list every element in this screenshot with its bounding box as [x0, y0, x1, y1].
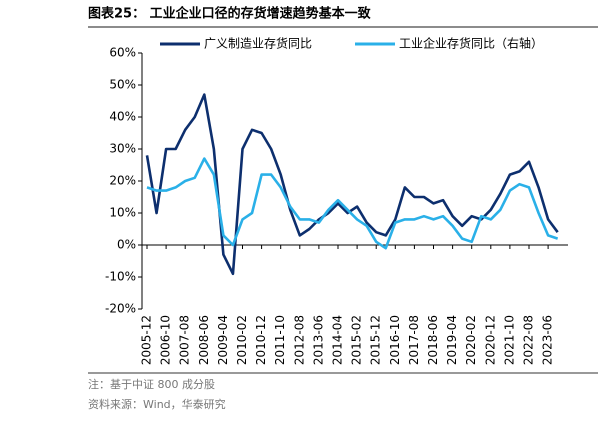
- x-tick-label: 2020-12: [483, 315, 497, 365]
- source: 资料来源：Wind，华泰研究: [88, 397, 226, 411]
- x-tick-label: 2014-04: [331, 315, 345, 365]
- y-tick-label: -10%: [105, 270, 136, 284]
- y-tick-label: 10%: [109, 206, 136, 220]
- x-tick-label: 2023-06: [541, 315, 555, 365]
- x-tick-label: 2020-02: [464, 315, 478, 365]
- x-tick-label: 2017-08: [407, 315, 421, 365]
- x-tick-label: 2015-02: [350, 315, 364, 365]
- x-tick-label: 2007-08: [178, 315, 192, 365]
- y-tick-label: -20%: [105, 302, 136, 316]
- x-tick-label: 2009-04: [216, 315, 230, 365]
- x-tick-label: 2008-06: [197, 315, 211, 365]
- y-tick-label: 60%: [109, 46, 136, 60]
- legend-label: 广义制造业存货同比: [204, 36, 312, 51]
- chart-title: 图表25： 工业企业口径的存货增速趋势基本一致: [88, 6, 372, 22]
- x-tick-label: 2006-10: [159, 315, 173, 365]
- x-tick-label: 2018-06: [426, 315, 440, 365]
- y-tick-label: 0%: [117, 238, 136, 252]
- x-tick-label: 2012-08: [292, 315, 306, 365]
- x-tick-label: 2021-10: [502, 315, 516, 365]
- x-tick-label: 2013-06: [311, 315, 325, 365]
- y-tick-label: 50%: [109, 78, 136, 92]
- x-tick-label: 2016-10: [388, 315, 402, 365]
- x-tick-label: 2005-12: [140, 315, 154, 365]
- series-line: [146, 157, 559, 250]
- note: 注：基于中证 800 成分股: [88, 377, 215, 391]
- legend-label: 工业企业存货同比（右轴）: [399, 36, 543, 51]
- y-tick-label: 20%: [109, 174, 136, 188]
- x-tick-label: 2022-08: [522, 315, 536, 365]
- x-tick-label: 2011-10: [273, 315, 287, 365]
- x-tick-label: 2015-12: [369, 315, 383, 365]
- x-tick-label: 2010-02: [235, 315, 249, 365]
- series-line: [145, 93, 559, 276]
- x-tick-label: 2019-04: [445, 315, 459, 365]
- y-tick-label: 40%: [109, 110, 136, 124]
- x-tick-label: 2010-12: [254, 315, 268, 365]
- y-tick-label: 30%: [109, 142, 136, 156]
